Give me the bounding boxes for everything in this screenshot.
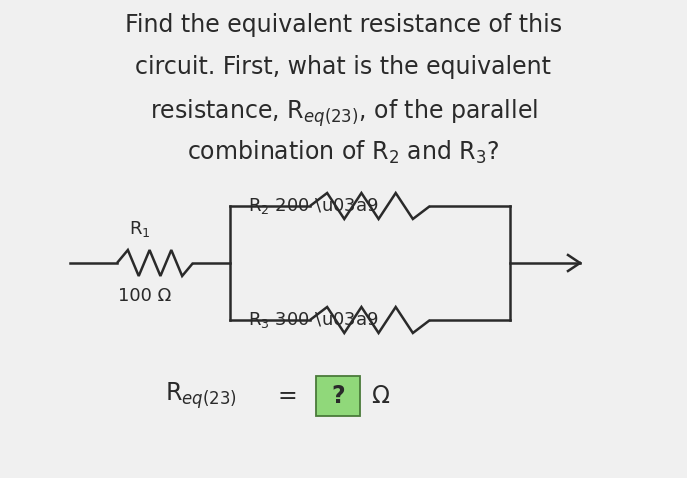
Text: =: = (277, 384, 297, 408)
Text: R$_{eq(23)}$: R$_{eq(23)}$ (165, 380, 237, 412)
Text: circuit. First, what is the equivalent: circuit. First, what is the equivalent (135, 55, 552, 79)
Text: resistance, R$_{eq(23)}$, of the parallel: resistance, R$_{eq(23)}$, of the paralle… (150, 97, 537, 129)
FancyBboxPatch shape (316, 376, 360, 416)
Text: 100 Ω: 100 Ω (118, 287, 172, 305)
Text: R$_3$ 300 \u03a9: R$_3$ 300 \u03a9 (248, 310, 379, 330)
Text: ?: ? (331, 384, 345, 408)
Text: Ω: Ω (371, 384, 389, 408)
Text: R$_1$: R$_1$ (129, 219, 150, 239)
Text: R$_2$ 200 \u03a9: R$_2$ 200 \u03a9 (248, 196, 379, 216)
Text: combination of R$_2$ and R$_3$?: combination of R$_2$ and R$_3$? (187, 139, 500, 166)
Text: Find the equivalent resistance of this: Find the equivalent resistance of this (125, 13, 562, 37)
